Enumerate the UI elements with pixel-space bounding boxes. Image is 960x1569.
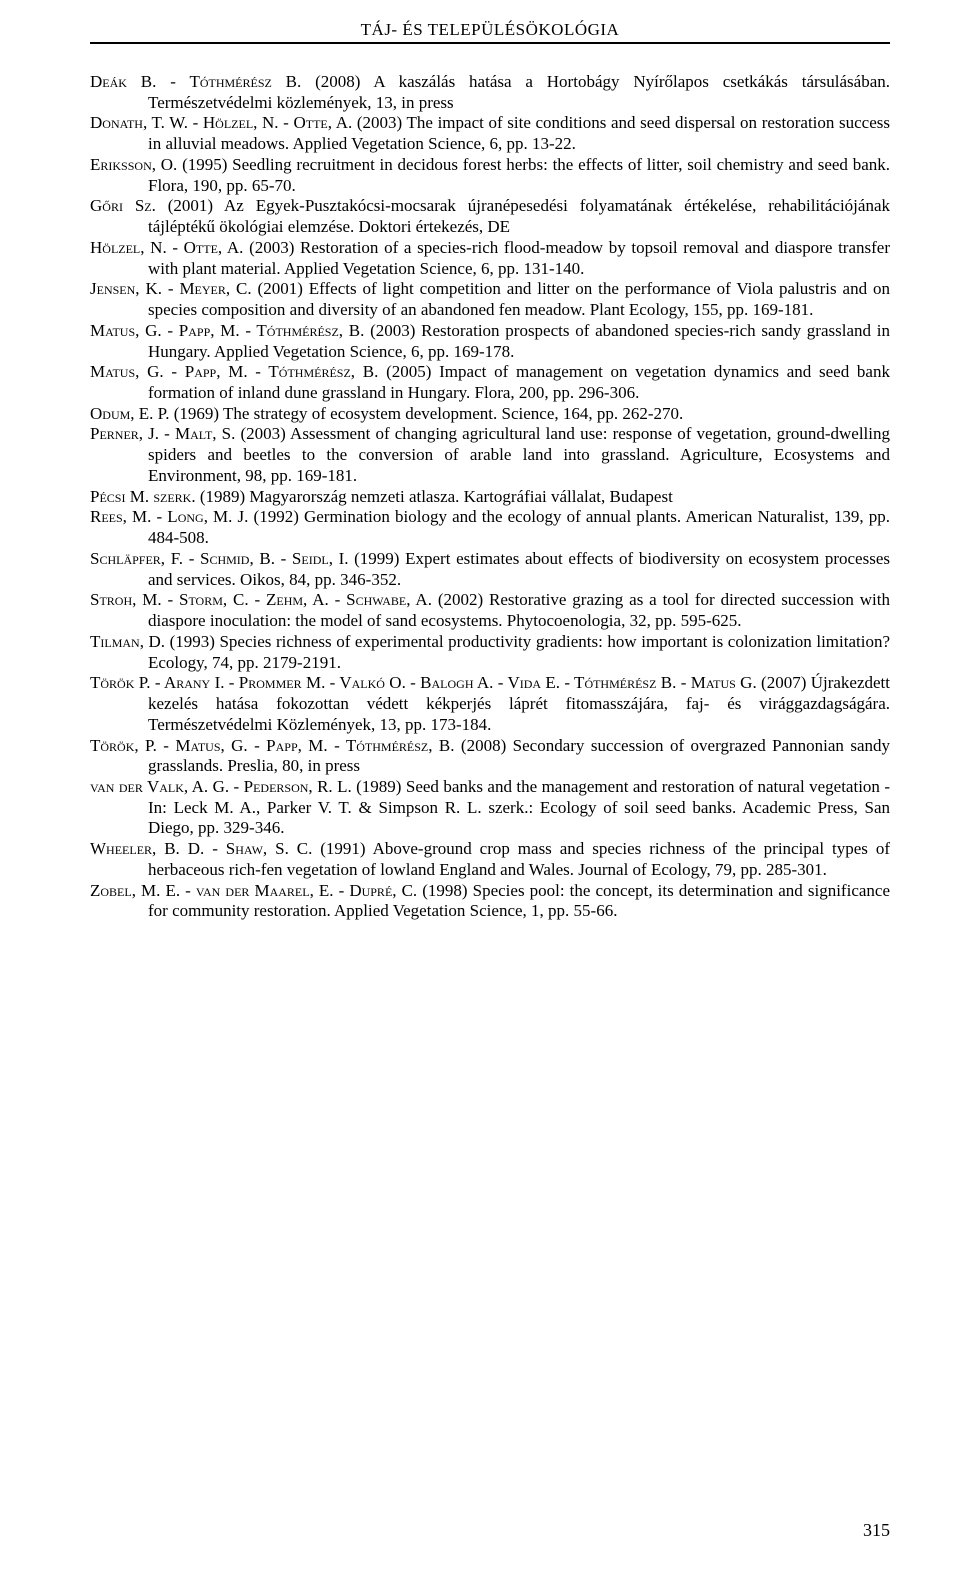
reference-item: Török P. - Arany I. - Prommer M. - Valkó… [90, 673, 890, 735]
reference-item: Eriksson, O. (1995) Seedling recruitment… [90, 155, 890, 196]
reference-authors: Török, P. - Matus, G. - Papp, M. - Tóthm… [90, 736, 455, 755]
reference-authors: van der Valk, A. G. - Pederson, R. L. [90, 777, 352, 796]
reference-authors: Wheeler, B. D. - Shaw, S. C. [90, 839, 312, 858]
reference-item: Schläpfer, F. - Schmid, B. - Seidl, I. (… [90, 549, 890, 590]
reference-item: Stroh, M. - Storm, C. - Zehm, A. - Schwa… [90, 590, 890, 631]
reference-item: Török, P. - Matus, G. - Papp, M. - Tóthm… [90, 736, 890, 777]
reference-item: Gőri Sz. (2001) Az Egyek-Pusztakócsi-moc… [90, 196, 890, 237]
reference-item: Zobel, M. E. - van der Maarel, E. - Dupr… [90, 881, 890, 922]
reference-item: Pécsi M. szerk. (1989) Magyarország nemz… [90, 487, 890, 508]
reference-authors: Zobel, M. E. - van der Maarel, E. - Dupr… [90, 881, 417, 900]
reference-item: Matus, G. - Papp, M. - Tóthmérész, B. (2… [90, 362, 890, 403]
reference-item: Jensen, K. - Meyer, C. (2001) Effects of… [90, 279, 890, 320]
reference-text: (2001) Effects of light competition and … [148, 279, 890, 319]
reference-authors: Tilman, D. [90, 632, 165, 651]
reference-authors: Stroh, M. - Storm, C. - Zehm, A. - Schwa… [90, 590, 432, 609]
reference-item: Matus, G. - Papp, M. - Tóthmérész, B. (2… [90, 321, 890, 362]
reference-authors: Gőri Sz. [90, 196, 156, 215]
reference-authors: Jensen, K. - Meyer, C. [90, 279, 252, 298]
reference-item: Rees, M. - Long, M. J. (1992) Germinatio… [90, 507, 890, 548]
reference-item: Tilman, D. (1993) Species richness of ex… [90, 632, 890, 673]
reference-item: Perner, J. - Malt, S. (2003) Assessment … [90, 424, 890, 486]
reference-authors: Perner, J. - Malt, S. [90, 424, 235, 443]
reference-authors: Eriksson, O. [90, 155, 177, 174]
reference-text: (1995) Seedling recruitment in decidous … [148, 155, 890, 195]
reference-authors: Rees, M. - Long, M. J. [90, 507, 248, 526]
reference-authors: Schläpfer, F. - Schmid, B. - Seidl, I. [90, 549, 349, 568]
reference-text: (1969) The strategy of ecosystem develop… [169, 404, 683, 423]
reference-item: Hölzel, N. - Otte, A. (2003) Restoration… [90, 238, 890, 279]
reference-list: Deák B. - Tóthmérész B. (2008) A kaszálá… [90, 72, 890, 922]
reference-authors: Donath, T. W. - Hölzel, N. - Otte, A. [90, 113, 352, 132]
reference-authors: Matus, G. - Papp, M. - Tóthmérész, B. [90, 362, 378, 381]
reference-text: (2003) Restoration of a species-rich flo… [148, 238, 890, 278]
reference-text: (1992) Germination biology and the ecolo… [148, 507, 890, 547]
reference-item: Donath, T. W. - Hölzel, N. - Otte, A. (2… [90, 113, 890, 154]
reference-item: van der Valk, A. G. - Pederson, R. L. (1… [90, 777, 890, 839]
reference-item: Odum, E. P. (1969) The strategy of ecosy… [90, 404, 890, 425]
reference-item: Deák B. - Tóthmérész B. (2008) A kaszálá… [90, 72, 890, 113]
reference-authors: Odum, E. P. [90, 404, 169, 423]
reference-text: (2001) Az Egyek-Pusztakócsi-mocsarak újr… [148, 196, 890, 236]
running-head: TÁJ- ÉS TELEPÜLÉSÖKOLÓGIA [90, 20, 890, 44]
reference-text: (1989) Magyarország nemzeti atlasza. Kar… [196, 487, 673, 506]
reference-authors: Pécsi M. szerk. [90, 487, 196, 506]
reference-authors: Hölzel, N. - Otte, A. [90, 238, 243, 257]
page: TÁJ- ÉS TELEPÜLÉSÖKOLÓGIA Deák B. - Tóth… [0, 0, 960, 1569]
page-number: 315 [863, 1520, 890, 1541]
reference-item: Wheeler, B. D. - Shaw, S. C. (1991) Abov… [90, 839, 890, 880]
reference-authors: Török P. - Arany I. - Prommer M. - Valkó… [90, 673, 757, 692]
reference-text: (1993) Species richness of experimental … [148, 632, 890, 672]
reference-authors: Matus, G. - Papp, M. - Tóthmérész, B. [90, 321, 364, 340]
reference-authors: Deák B. - Tóthmérész B. [90, 72, 301, 91]
reference-text: (2003) Assessment of changing agricultur… [148, 424, 890, 484]
